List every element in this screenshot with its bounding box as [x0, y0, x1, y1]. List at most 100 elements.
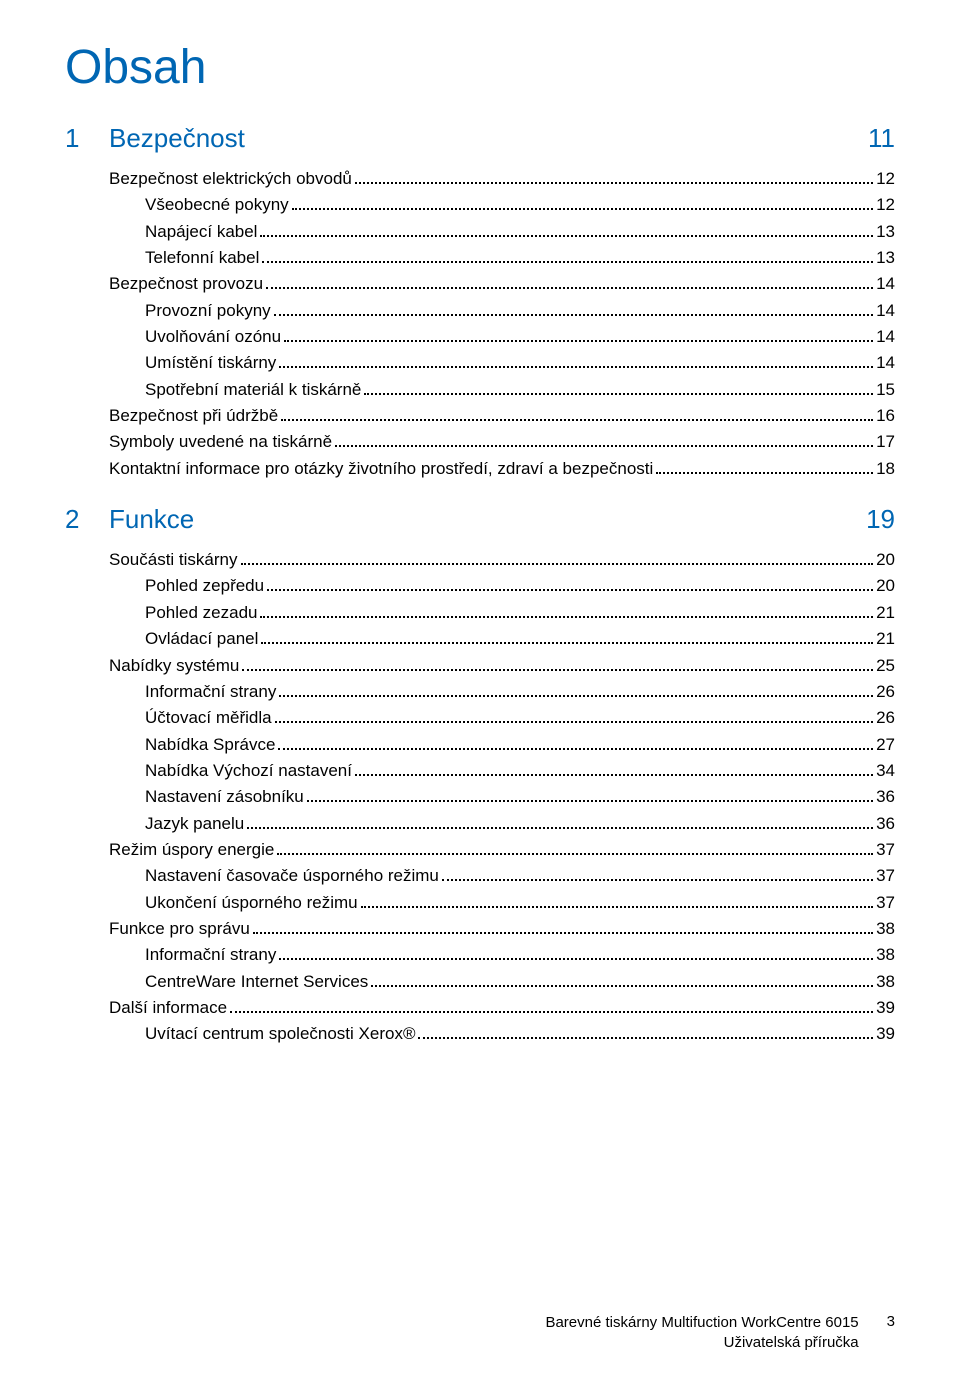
toc-leader-dots — [260, 616, 873, 618]
toc-leader-dots — [361, 906, 873, 908]
toc-entry-text: Nabídka Správce — [145, 732, 275, 758]
toc-entry: CentreWare Internet Services 38 — [109, 969, 895, 995]
toc-leader-dots — [247, 827, 873, 829]
toc-leader-dots — [266, 287, 873, 289]
chapter-page: 19 — [845, 504, 895, 535]
document-title: Obsah — [65, 40, 895, 95]
toc-entry-text: Informační strany — [145, 679, 276, 705]
toc-entry-page: 39 — [876, 1021, 895, 1047]
toc-entry-text: Uvolňování ozónu — [145, 324, 281, 350]
toc-entry: Bezpečnost provozu 14 — [109, 271, 895, 297]
toc-leader-dots — [281, 419, 873, 421]
toc-entry: Součásti tiskárny20 — [109, 547, 895, 573]
toc-entry: Uvítací centrum společnosti Xerox® 39 — [109, 1021, 895, 1047]
toc-leader-dots — [242, 669, 873, 671]
toc-entry-text: Režim úspory energie — [109, 837, 274, 863]
chapter-title: Bezpečnost — [109, 123, 845, 154]
toc-leader-dots — [371, 985, 873, 987]
toc-entry-page: 38 — [876, 916, 895, 942]
page-footer: Barevné tiskárny Multifuction WorkCentre… — [545, 1313, 895, 1354]
toc-entry-text: Ukončení úsporného režimu — [145, 890, 358, 916]
toc-entry-page: 14 — [876, 298, 895, 324]
toc-entry-page: 17 — [876, 429, 895, 455]
toc-leader-dots — [335, 445, 873, 447]
toc-entry: Nastavení časovače úsporného režimu37 — [109, 863, 895, 889]
toc-entry-text: Jazyk panelu — [145, 811, 244, 837]
toc-entry-text: Informační strany — [145, 942, 276, 968]
toc-entry: Funkce pro správu 38 — [109, 916, 895, 942]
toc-entry-text: Pohled zezadu — [145, 600, 257, 626]
chapter-heading: 1Bezpečnost11 — [65, 123, 895, 154]
toc-leader-dots — [274, 314, 873, 316]
table-of-contents: 1Bezpečnost11 Bezpečnost elektrických obv… — [65, 123, 895, 1048]
toc-entry-page: 21 — [876, 600, 895, 626]
toc-entry-text: Nabídky systému — [109, 653, 239, 679]
toc-leader-dots — [277, 853, 873, 855]
toc-entry-page: 37 — [876, 890, 895, 916]
toc-entry: Účtovací měřidla 26 — [109, 705, 895, 731]
toc-entry-page: 38 — [876, 969, 895, 995]
toc-leader-dots — [275, 721, 873, 723]
chapter-entries: Bezpečnost elektrických obvodů12Všeobecn… — [65, 166, 895, 482]
toc-leader-dots — [279, 958, 873, 960]
toc-entry: Všeobecné pokyny12 — [109, 192, 895, 218]
toc-entry: Telefonní kabel13 — [109, 245, 895, 271]
toc-entry-text: CentreWare Internet Services — [145, 969, 368, 995]
toc-entry-text: Provozní pokyny — [145, 298, 271, 324]
toc-entry-text: Funkce pro správu — [109, 916, 250, 942]
toc-leader-dots — [364, 393, 873, 395]
toc-entry-page: 39 — [876, 995, 895, 1021]
toc-entry-text: Umístění tiskárny — [145, 350, 276, 376]
toc-leader-dots — [656, 472, 873, 474]
toc-entry: Bezpečnost elektrických obvodů12 — [109, 166, 895, 192]
toc-leader-dots — [307, 800, 873, 802]
toc-entry-page: 12 — [876, 192, 895, 218]
chapter-number: 2 — [65, 504, 109, 535]
toc-entry-page: 20 — [876, 573, 895, 599]
toc-entry-page: 14 — [876, 271, 895, 297]
toc-entry-page: 26 — [876, 679, 895, 705]
toc-leader-dots — [418, 1037, 873, 1039]
toc-entry: Režim úspory energie37 — [109, 837, 895, 863]
footer-page-number: 3 — [887, 1313, 895, 1330]
toc-entry: Bezpečnost při údržbě 16 — [109, 403, 895, 429]
toc-leader-dots — [442, 879, 873, 881]
toc-entry: Informační strany 26 — [109, 679, 895, 705]
chapter-number: 1 — [65, 123, 109, 154]
toc-entry: Informační strany38 — [109, 942, 895, 968]
toc-leader-dots — [241, 563, 874, 565]
toc-entry-text: Součásti tiskárny — [109, 547, 238, 573]
toc-entry-page: 15 — [876, 377, 895, 403]
toc-entry-page: 14 — [876, 324, 895, 350]
toc-leader-dots — [355, 774, 873, 776]
toc-entry: Ovládací panel 21 — [109, 626, 895, 652]
chapter-page: 11 — [845, 123, 895, 154]
toc-entry-text: Spotřební materiál k tiskárně — [145, 377, 361, 403]
toc-entry-page: 21 — [876, 626, 895, 652]
toc-entry: Jazyk panelu36 — [109, 811, 895, 837]
toc-entry-text: Telefonní kabel — [145, 245, 259, 271]
toc-entry-page: 26 — [876, 705, 895, 731]
toc-leader-dots — [292, 208, 873, 210]
toc-entry-page: 37 — [876, 863, 895, 889]
toc-entry-text: Uvítací centrum společnosti Xerox® — [145, 1021, 415, 1047]
chapter-entries: Součásti tiskárny20Pohled zepředu20Pohle… — [65, 547, 895, 1048]
toc-entry: Nabídka Výchozí nastavení34 — [109, 758, 895, 784]
toc-entry: Spotřební materiál k tiskárně 15 — [109, 377, 895, 403]
toc-entry: Další informace39 — [109, 995, 895, 1021]
toc-entry: Symboly uvedené na tiskárně17 — [109, 429, 895, 455]
toc-entry-page: 25 — [876, 653, 895, 679]
toc-entry-text: Účtovací měřidla — [145, 705, 272, 731]
toc-entry-text: Ovládací panel — [145, 626, 258, 652]
toc-entry: Umístění tiskárny14 — [109, 350, 895, 376]
toc-entry: Pohled zezadu 21 — [109, 600, 895, 626]
toc-entry-text: Bezpečnost provozu — [109, 271, 263, 297]
toc-leader-dots — [279, 366, 873, 368]
toc-entry-text: Bezpečnost při údržbě — [109, 403, 278, 429]
toc-entry-text: Kontaktní informace pro otázky životního… — [109, 456, 653, 482]
toc-leader-dots — [284, 340, 873, 342]
toc-leader-dots — [260, 235, 873, 237]
toc-leader-dots — [262, 261, 873, 263]
toc-entry: Nabídky systému 25 — [109, 653, 895, 679]
toc-entry-page: 16 — [876, 403, 895, 429]
